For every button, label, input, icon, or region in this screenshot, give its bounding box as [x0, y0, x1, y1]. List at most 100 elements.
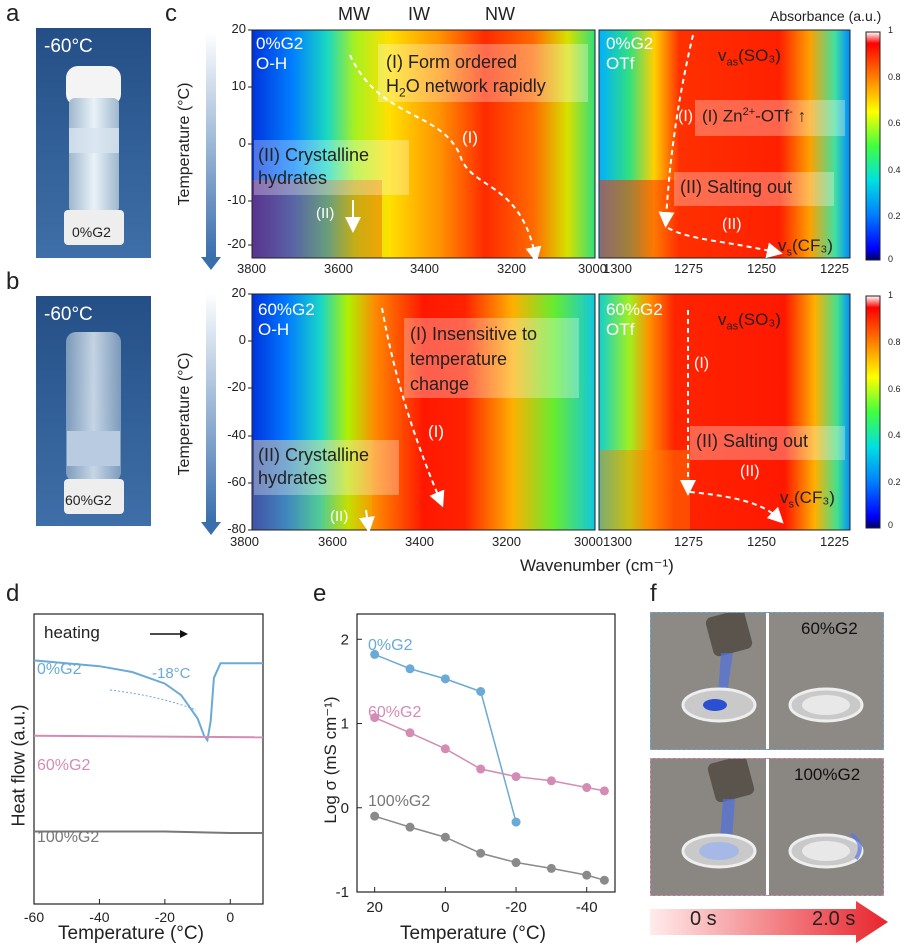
panel-a-letter: a — [6, 0, 20, 27]
colorbar-tick: 0.8 — [888, 72, 901, 82]
y-tick-label: 1 — [341, 716, 349, 733]
x-tick: 3600 — [318, 534, 347, 549]
colorbar-tick: 1 — [888, 25, 894, 35]
data-point — [405, 664, 415, 674]
x-tick-label: -40 — [576, 899, 598, 916]
heatmap-oh-0-percent — [252, 30, 595, 258]
vial-illustration — [36, 28, 151, 258]
data-point — [511, 772, 521, 782]
tl-annotation-i: (I) Form ordered H2O network rapidly — [386, 52, 546, 100]
tl-annotation-ii: (II) Crystalline hydrates — [258, 145, 370, 188]
data-point — [370, 713, 380, 723]
dsc-x-label: Temperature (°C) — [58, 923, 204, 944]
x-tick-label: 0 — [441, 899, 449, 916]
br-vas-label: vas(SO₃) — [718, 310, 781, 333]
x-tick-label: -20 — [155, 909, 175, 925]
tr-vas-label: vas(SO₃) — [718, 46, 781, 69]
colorbar-tick: 0.8 — [888, 337, 901, 347]
series-label-0g2-d: 0%G2 — [37, 661, 82, 678]
colorbar-tick: 1 — [888, 290, 894, 300]
bl-annotation-i: (I) Insensitive to temperature change — [410, 324, 538, 394]
colorbar-tick: 0.6 — [888, 384, 901, 394]
x-tick: 1250 — [747, 261, 776, 276]
heating-label: heating — [44, 623, 100, 642]
sample-label-b: 60%G2 — [65, 492, 112, 508]
y-axis-label-bottom: Temperature (°C) — [176, 352, 193, 476]
data-point — [582, 783, 592, 793]
data-point — [405, 822, 415, 832]
x-tick: 3000 — [578, 261, 607, 276]
colorbar-tick: 0.4 — [888, 165, 901, 175]
x-tick: 1250 — [747, 534, 776, 549]
panel-d-letter: d — [6, 580, 20, 607]
x-tick-label: 0 — [226, 909, 234, 925]
series-line-0 — [33, 659, 263, 743]
bl-annotation-ii: (II) Crystalline hydrates — [258, 445, 370, 488]
x-tick-label: -40 — [89, 909, 109, 925]
y-axis-label-top: Temperature (°C) — [176, 82, 193, 206]
y-tick-label: 2 — [341, 631, 349, 648]
flame-label-60g2: 60%G2 — [801, 619, 858, 638]
x-tick: 3600 — [324, 261, 353, 276]
y-tick: 20 — [231, 285, 246, 300]
tr-annotation-i: (I) Zn2+-OTf- ↑ — [702, 106, 807, 126]
y-tick: -10 — [227, 192, 246, 207]
data-point — [511, 817, 521, 827]
x-tick: 3200 — [497, 261, 526, 276]
tr-mark-i: (I) — [678, 108, 694, 125]
y-tick: 0 — [238, 135, 246, 150]
x-tick: 3400 — [410, 261, 439, 276]
x-tick-label: 20 — [366, 899, 383, 916]
data-point — [476, 848, 486, 858]
x-tick: 3000 — [574, 534, 603, 549]
temp-label-a: -60°C — [44, 36, 93, 57]
data-point — [370, 649, 380, 659]
water-label-mw: MW — [338, 4, 370, 24]
series-label-0g2-e: 0%G2 — [368, 637, 413, 654]
flame-label-100g2: 100%G2 — [794, 765, 861, 784]
y-tick-label: -1 — [336, 884, 349, 901]
data-point — [599, 875, 609, 885]
series-label-100g2-e: 100%G2 — [368, 793, 431, 810]
x-tick: 1275 — [674, 534, 703, 549]
heatmap-otf-60-percent — [599, 294, 850, 530]
temp-label-b: -60°C — [44, 304, 93, 325]
y-tick: -60 — [227, 474, 246, 489]
sample-label-a: 0%G2 — [72, 224, 111, 240]
tl-mark-ii: (II) — [316, 205, 335, 222]
panel-c-letter: c — [165, 0, 177, 27]
x-tick: 3400 — [405, 534, 434, 549]
bl-mark-ii: (II) — [330, 508, 349, 525]
y-tick: -20 — [227, 379, 246, 394]
br-tag: 60%G2 OTf — [606, 300, 663, 339]
conductivity-y-label: Log σ (mS cm⁻¹) — [321, 696, 340, 824]
br-mark-i: (I) — [694, 355, 710, 372]
series-line-1 — [33, 734, 264, 739]
flame-test-illustration — [651, 759, 883, 895]
temperature-arrow-bottom — [201, 292, 221, 535]
x-tick: 1300 — [603, 261, 632, 276]
colorbar-tick: 0.6 — [888, 118, 901, 128]
vial-photo-0-percent: -60°C 0%G2 — [36, 28, 151, 258]
panel-e-letter: e — [313, 580, 327, 607]
tr-tag: 0%G2 OTf — [606, 34, 654, 73]
data-point — [599, 786, 609, 796]
tr-vs-label: vs(CF₃) — [778, 236, 833, 259]
colorbar-top — [865, 31, 881, 261]
flame-test-100-percent: 100%G2 — [650, 758, 884, 896]
vial-illustration — [36, 296, 151, 526]
series-label-60g2-d: 60%G2 — [37, 757, 91, 774]
bl-mark-i: (I) — [428, 422, 445, 441]
x-tick: 3800 — [230, 534, 259, 549]
colorbar-tick: 0 — [888, 254, 894, 264]
series-label-100g2-d: 100%G2 — [37, 829, 100, 846]
series-line-2 — [34, 830, 263, 834]
colorbar-tick: 0.2 — [888, 477, 901, 487]
data-point — [370, 811, 380, 821]
data-point — [405, 728, 415, 738]
colorbar-tick: 0.2 — [888, 211, 901, 221]
panel-b-letter: b — [6, 268, 20, 295]
time-start-label: 0 s — [690, 908, 717, 930]
temperature-arrow-top — [201, 32, 221, 270]
data-point — [511, 858, 521, 868]
